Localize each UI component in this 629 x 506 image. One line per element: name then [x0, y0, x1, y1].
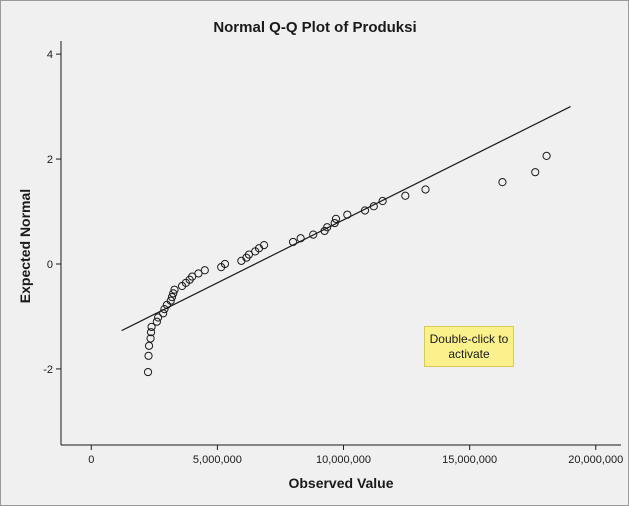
data-point	[330, 218, 339, 228]
y-axis-label: Expected Normal	[17, 189, 33, 303]
data-point	[143, 367, 153, 377]
data-point	[288, 237, 298, 247]
data-point	[169, 289, 178, 298]
data-point	[542, 151, 551, 161]
data-point	[152, 317, 161, 326]
data-point	[159, 309, 168, 318]
data-point	[343, 210, 352, 219]
data-point	[498, 178, 507, 187]
x-tick-label: 5,000,000	[193, 454, 242, 466]
data-point	[188, 272, 197, 281]
data-point	[369, 202, 378, 211]
data-point	[421, 185, 430, 194]
data-point	[296, 234, 305, 243]
data-point	[378, 196, 387, 206]
data-point	[194, 269, 203, 278]
activate-tooltip[interactable]: Double-click to activate	[424, 326, 514, 367]
data-point	[309, 230, 318, 239]
data-point	[531, 168, 540, 177]
y-tick-label: -2	[43, 364, 53, 376]
data-point	[244, 250, 254, 259]
data-point	[147, 322, 156, 332]
x-tick-label: 20,000,000	[568, 454, 623, 466]
data-point	[146, 328, 156, 337]
data-point	[360, 206, 370, 215]
x-tick-label: 15,000,000	[442, 454, 497, 466]
reference-line	[121, 106, 571, 332]
data-point	[401, 191, 410, 200]
data-point	[170, 285, 179, 294]
data-point	[259, 240, 269, 250]
data-point	[166, 296, 175, 305]
data-point	[167, 292, 177, 302]
x-axis-label: Observed Value	[288, 475, 393, 491]
data-point	[200, 266, 209, 275]
chart-title: Normal Q-Q Plot of Produksi	[213, 19, 416, 36]
y-tick-label: 2	[47, 154, 53, 166]
data-point	[220, 259, 230, 269]
y-tick-label: 0	[47, 259, 53, 271]
x-tick-label: 0	[88, 454, 94, 466]
data-point	[323, 223, 332, 232]
data-point	[144, 351, 153, 360]
tooltip-line-2: activate	[448, 346, 490, 361]
data-point	[160, 305, 169, 314]
tooltip-line-1: Double-click to	[429, 331, 509, 346]
x-tick-label: 10,000,000	[316, 454, 371, 466]
data-point	[144, 341, 154, 350]
data-point	[331, 214, 341, 223]
data-point	[154, 313, 163, 322]
data-point	[146, 334, 155, 343]
y-tick-label: 4	[47, 49, 53, 61]
plot-area: -2 0 2 4 0 5,000,000 10,000,000 15,000,000 20,00…	[43, 41, 623, 466]
